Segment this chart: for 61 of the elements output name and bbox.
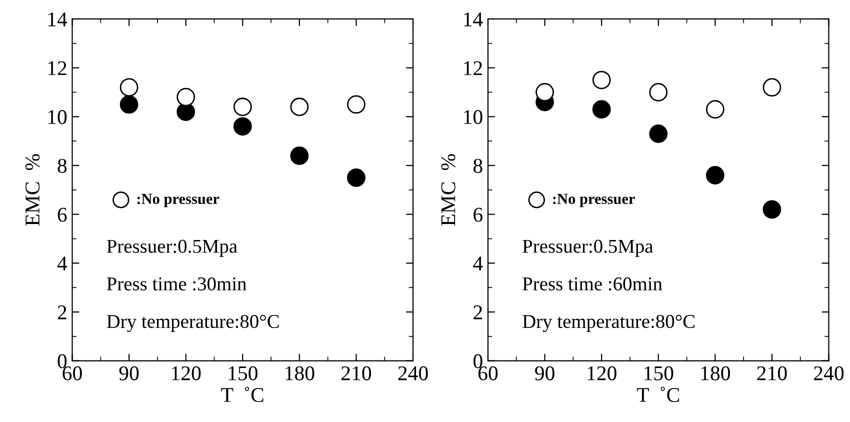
- point: [176, 102, 196, 121]
- point: [233, 98, 252, 116]
- point: [536, 83, 554, 102]
- x-tick-label: 180: [286, 366, 314, 380]
- y-tick-label: 4: [473, 256, 483, 270]
- y-tick-label: 6: [474, 208, 482, 222]
- point: [649, 124, 668, 143]
- legend-label: :No pressuer: [553, 194, 635, 208]
- point: [762, 200, 782, 219]
- x-tick-label: 120: [172, 366, 201, 380]
- y-tick-label: 6: [58, 208, 67, 222]
- y-tick-label: 10: [48, 110, 67, 124]
- x-tick-label: 90: [535, 366, 554, 380]
- point: [706, 166, 724, 184]
- point: [290, 146, 309, 165]
- y-tick-label: 4: [57, 256, 68, 270]
- x-tick-label: 60: [62, 366, 82, 380]
- x-tick-label: 150: [228, 366, 258, 380]
- point: [649, 83, 668, 102]
- annotation: Dry temperature:80°C: [522, 314, 695, 332]
- x-tick-label: 210: [342, 366, 372, 380]
- annotation: Pressuer:0.5Mpa: [522, 240, 654, 257]
- point: [592, 100, 611, 119]
- x-axis-title: T ˚C: [221, 386, 264, 402]
- x-tick-label: 120: [588, 366, 616, 380]
- y-tick-label: 2: [58, 305, 66, 320]
- y-tick-label: 2: [474, 305, 482, 320]
- annotation: Dry temperature:80°C: [106, 314, 279, 332]
- point: [120, 95, 138, 114]
- point: [347, 95, 366, 114]
- y-tick-label: 10: [464, 110, 482, 124]
- y-tick-label: 0: [58, 354, 67, 368]
- x-tick-label: 60: [478, 366, 498, 380]
- x-axis-title: T ˚C: [636, 386, 680, 402]
- point: [347, 168, 366, 187]
- point: [233, 117, 252, 136]
- point: [176, 88, 196, 106]
- point: [762, 78, 782, 97]
- point: [592, 70, 611, 90]
- y-tick-label: 14: [464, 12, 483, 26]
- y-axis-title: EMC %: [441, 154, 456, 226]
- annotation: Pressuer:0.5Mpa: [106, 240, 238, 257]
- annotation: Press time :60min: [522, 277, 662, 291]
- x-tick-label: 210: [757, 366, 787, 380]
- point: [290, 98, 309, 116]
- x-tick-label: 150: [644, 366, 674, 380]
- legend-label: :No pressuer: [137, 194, 220, 208]
- y-axis-title: EMC %: [25, 154, 40, 226]
- point: [120, 78, 138, 97]
- x-tick-label: 90: [119, 366, 139, 380]
- y-tick-label: 8: [58, 158, 67, 173]
- y-tick-label: 0: [474, 354, 482, 368]
- y-tick-label: 14: [48, 12, 68, 26]
- x-tick-label: 240: [814, 366, 844, 380]
- point: [706, 100, 724, 119]
- x-tick-label: 180: [701, 366, 730, 380]
- y-tick-label: 8: [474, 158, 482, 173]
- y-tick-label: 12: [464, 61, 482, 76]
- y-tick-label: 12: [48, 61, 66, 76]
- x-tick-label: 240: [398, 366, 428, 380]
- annotation: Press time :30min: [106, 277, 246, 291]
